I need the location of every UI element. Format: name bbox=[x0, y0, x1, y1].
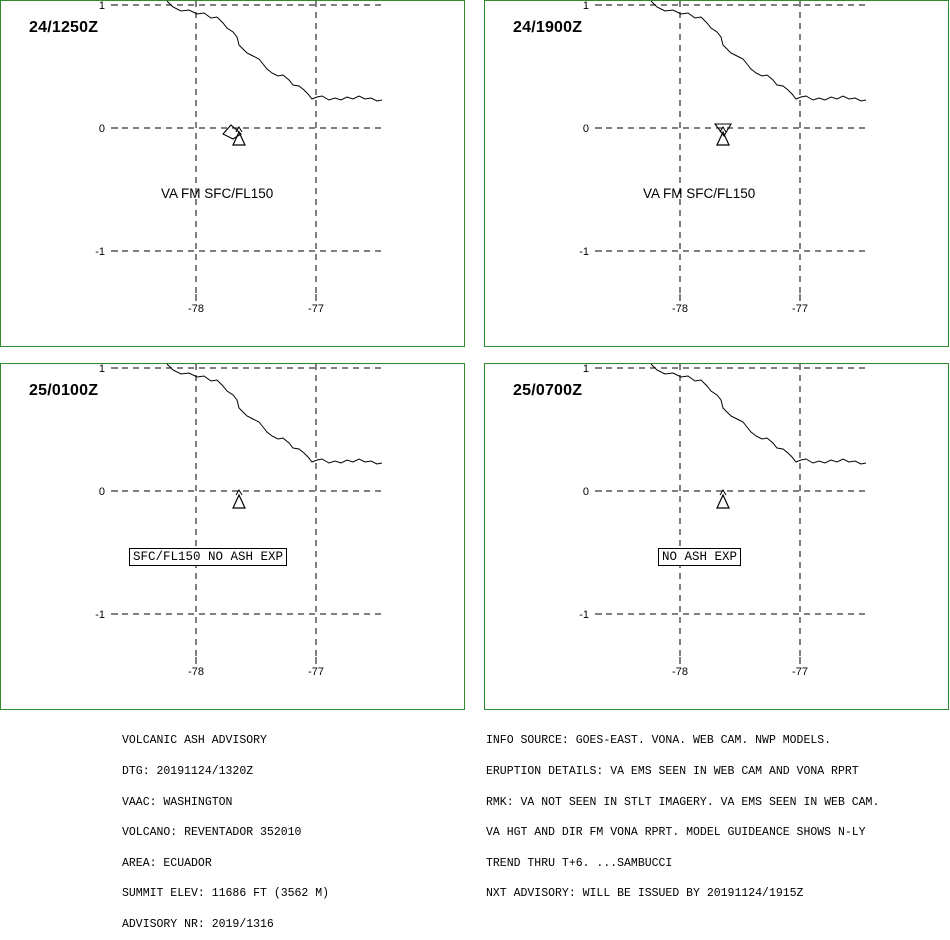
advisory-line: VA HGT AND DIR FM VONA RPRT. MODEL GUIDE… bbox=[486, 826, 866, 840]
advisory-line: RMK: VA NOT SEEN IN STLT IMAGERY. VA EMS… bbox=[486, 795, 880, 809]
lat-label: 0 bbox=[583, 486, 589, 498]
advisory-line: ERUPTION DETAILS: VA EMS SEEN IN WEB CAM… bbox=[486, 765, 859, 778]
volcano-icon bbox=[232, 130, 246, 146]
lat-label: -1 bbox=[579, 246, 589, 258]
lat-label: 1 bbox=[583, 0, 589, 12]
coastline bbox=[166, 0, 383, 102]
advisory-line: VOLCANIC ASH ADVISORY bbox=[122, 734, 267, 748]
advisory-line: INFO SOURCE: GOES-EAST. VONA. WEB CAM. N… bbox=[486, 734, 832, 748]
lat-label: 0 bbox=[99, 123, 105, 135]
advisory-line: VOLCANO: REVENTADOR 352010 bbox=[122, 826, 302, 840]
ash-cloud-polygon bbox=[713, 123, 732, 137]
lon-label: -78 bbox=[188, 666, 204, 678]
panel-map: 1 0 -1 -78 -77 bbox=[579, 0, 868, 315]
lon-label: -78 bbox=[188, 303, 204, 315]
advisory-line: DTG: 20191124/1320Z bbox=[122, 765, 254, 778]
ash-cloud-polygon bbox=[222, 124, 242, 140]
lon-label: -77 bbox=[308, 303, 324, 315]
forecast-panel-1: 24/1250Z 1 0 -1 -78 -77 VA FM SFC/FL150 bbox=[0, 0, 465, 347]
panel-map: 1 0 -1 -78 -77 bbox=[579, 363, 868, 678]
advisory-line: NXT ADVISORY: WILL BE ISSUED BY 20191124… bbox=[486, 887, 804, 901]
lat-label: -1 bbox=[95, 609, 105, 621]
advisory-right: INFO SOURCE: GOES-EAST. VONA. WEB CAM. N… bbox=[486, 716, 879, 910]
lat-label: -1 bbox=[95, 246, 105, 258]
volcano-vent bbox=[235, 489, 243, 496]
panel-map: 1 0 -1 -78 -77 bbox=[95, 363, 384, 678]
forecast-panel-4: 25/0700Z 1 0 -1 -78 -77 NO ASH EXP bbox=[484, 363, 949, 710]
lon-label: -78 bbox=[672, 303, 688, 315]
panel-time: 25/0100Z bbox=[29, 382, 99, 399]
lat-label: 0 bbox=[99, 486, 105, 498]
no-ash-label: NO ASH EXP bbox=[658, 548, 742, 566]
lon-label: -77 bbox=[308, 666, 324, 678]
advisory-left: VOLCANIC ASH ADVISORY DTG: 20191124/1320… bbox=[122, 716, 329, 940]
volcano-icon bbox=[232, 493, 246, 509]
advisory-line: VAAC: WASHINGTON bbox=[122, 795, 233, 809]
panel-time: 25/0700Z bbox=[513, 382, 583, 399]
lat-label: 1 bbox=[583, 363, 589, 375]
va-label: VA FM SFC/FL150 bbox=[643, 186, 756, 201]
volcano-vent bbox=[719, 126, 727, 133]
coastline bbox=[650, 363, 867, 465]
va-label: VA FM SFC/FL150 bbox=[161, 186, 274, 201]
coastline bbox=[166, 363, 383, 465]
volcano-vent bbox=[719, 489, 727, 496]
lat-label: 0 bbox=[583, 123, 589, 135]
coastline bbox=[650, 0, 867, 102]
advisory-line: TREND THRU T+6. ...SAMBUCCI bbox=[486, 856, 673, 870]
volcano-icon bbox=[716, 130, 730, 146]
forecast-panel-2: 24/1900Z 1 0 -1 -78 -77 VA FM SFC/FL150 bbox=[484, 0, 949, 347]
lat-label: 1 bbox=[99, 0, 105, 12]
advisory-line: SUMMIT ELEV: 11686 FT (3562 M) bbox=[122, 887, 330, 901]
panel-map: 1 0 -1 -78 -77 bbox=[95, 0, 384, 315]
advisory-line: ADVISORY NR: 2019/1316 bbox=[122, 917, 274, 931]
volcano-icon bbox=[716, 493, 730, 509]
advisory-line: AREA: ECUADOR bbox=[122, 856, 212, 870]
lat-label: 1 bbox=[99, 363, 105, 375]
lat-label: -1 bbox=[579, 609, 589, 621]
no-ash-label: SFC/FL150 NO ASH EXP bbox=[129, 548, 288, 566]
panel-time: 24/1900Z bbox=[513, 19, 583, 36]
lon-label: -77 bbox=[792, 666, 808, 678]
lon-label: -78 bbox=[672, 666, 688, 678]
forecast-panel-3: 25/0100Z 1 0 -1 -78 -77 SFC/FL150 NO ASH EXP bbox=[0, 363, 465, 710]
panel-time: 24/1250Z bbox=[29, 19, 99, 36]
lon-label: -77 bbox=[792, 303, 808, 315]
